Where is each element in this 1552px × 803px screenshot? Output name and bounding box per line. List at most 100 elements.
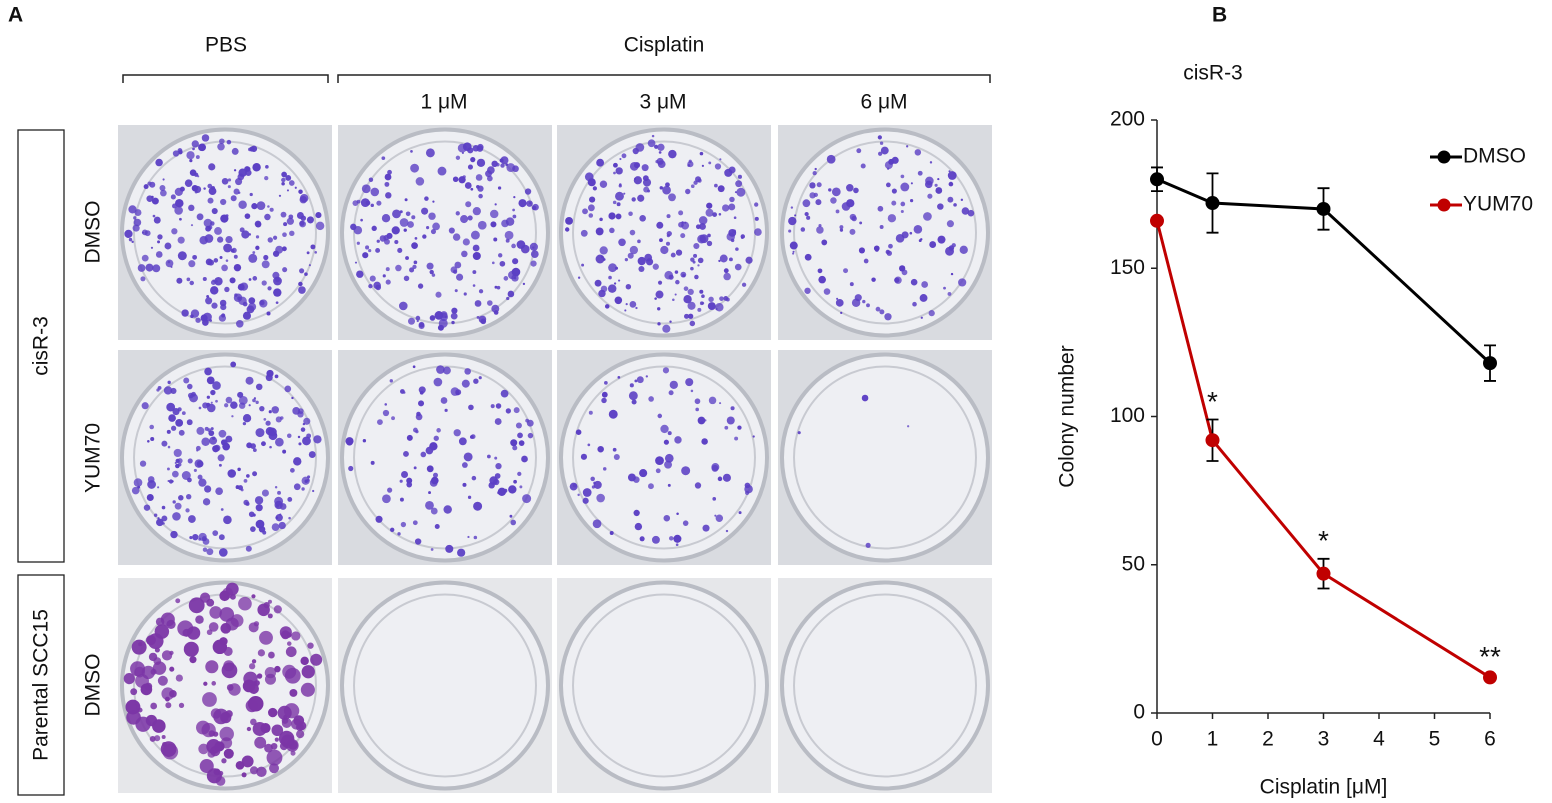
colony xyxy=(230,614,244,628)
colony xyxy=(252,471,258,477)
colony xyxy=(628,391,638,401)
colony xyxy=(737,174,742,179)
colony xyxy=(170,265,173,268)
colony xyxy=(301,487,305,491)
colony xyxy=(505,217,515,226)
colony xyxy=(263,417,267,421)
colony xyxy=(451,320,455,325)
colony xyxy=(429,315,436,321)
colony xyxy=(356,241,360,245)
colony xyxy=(683,286,689,291)
colony xyxy=(694,482,702,489)
colony xyxy=(828,188,832,192)
colony xyxy=(267,599,272,604)
plate xyxy=(340,127,550,338)
plate xyxy=(340,580,550,791)
colony xyxy=(285,175,292,181)
colony xyxy=(740,234,745,239)
colony xyxy=(730,238,735,243)
colony xyxy=(252,251,256,254)
colony xyxy=(279,503,287,510)
colony xyxy=(392,209,401,219)
colony xyxy=(937,203,944,210)
colony xyxy=(718,259,721,263)
colony xyxy=(152,661,167,675)
colony xyxy=(254,220,262,228)
colony xyxy=(638,265,645,273)
colony xyxy=(265,420,271,426)
colony xyxy=(699,234,709,244)
significance-label: ** xyxy=(1479,641,1501,672)
colony xyxy=(715,514,724,522)
colony xyxy=(455,155,461,160)
colony xyxy=(513,407,520,414)
colony xyxy=(692,260,696,264)
colony xyxy=(233,263,242,272)
colony xyxy=(433,377,443,387)
colony xyxy=(804,253,812,261)
legend-label: YUM70 xyxy=(1463,193,1533,216)
colony xyxy=(424,196,429,201)
colony xyxy=(849,213,857,221)
colony xyxy=(415,177,425,186)
colony xyxy=(202,402,209,409)
colony xyxy=(711,463,720,472)
x-tick-label: 6 xyxy=(1484,728,1496,751)
colony xyxy=(283,222,288,227)
colony xyxy=(390,527,395,532)
colony xyxy=(412,520,418,526)
colony xyxy=(214,227,222,235)
colony xyxy=(206,629,213,636)
colony xyxy=(471,475,477,481)
colony xyxy=(206,548,214,556)
colony xyxy=(714,163,722,170)
colony xyxy=(218,548,228,557)
colony xyxy=(797,431,801,435)
colony xyxy=(139,460,147,467)
colony xyxy=(161,687,175,701)
colony xyxy=(274,374,279,379)
panel-label: B xyxy=(1212,4,1227,27)
colony xyxy=(275,516,279,520)
colony xyxy=(244,213,251,219)
colony xyxy=(197,474,203,480)
colony xyxy=(809,182,816,189)
colony xyxy=(592,186,597,191)
colony xyxy=(472,244,480,252)
colony xyxy=(470,157,476,163)
colony xyxy=(188,597,205,614)
colony xyxy=(368,177,374,182)
colony xyxy=(389,379,393,383)
colony xyxy=(187,383,193,390)
colony xyxy=(250,718,257,726)
colony xyxy=(385,192,392,199)
colony xyxy=(906,145,909,148)
colony xyxy=(503,488,508,493)
colony xyxy=(680,271,687,278)
colony xyxy=(948,181,954,187)
colony xyxy=(210,286,219,295)
colony xyxy=(465,201,472,208)
colony xyxy=(177,407,182,412)
colony xyxy=(428,212,436,220)
colony xyxy=(190,224,194,227)
colony xyxy=(298,189,303,194)
colony xyxy=(268,410,272,414)
colony xyxy=(593,481,596,485)
colony xyxy=(635,143,645,152)
colony xyxy=(510,519,517,526)
colony xyxy=(430,548,434,551)
colony xyxy=(907,425,910,428)
colony xyxy=(744,482,751,489)
colony xyxy=(794,214,797,217)
colony xyxy=(381,214,391,223)
colony xyxy=(251,659,257,664)
colony xyxy=(724,168,733,177)
colony xyxy=(384,403,388,406)
colony xyxy=(255,428,265,438)
colony xyxy=(275,437,284,447)
colony xyxy=(266,369,274,378)
colony xyxy=(490,404,495,409)
colony xyxy=(177,236,185,244)
